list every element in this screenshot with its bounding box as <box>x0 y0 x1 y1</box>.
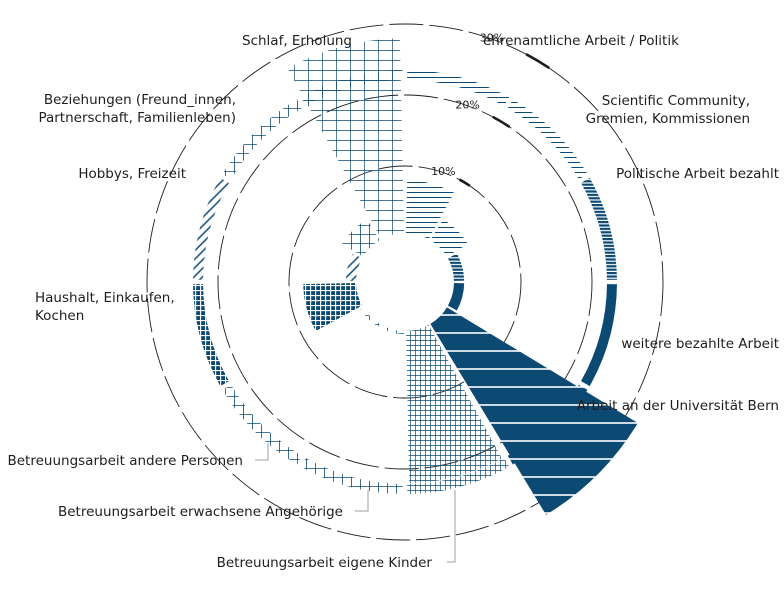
category-label-line: Partnerschaft, Familienleben) <box>38 110 236 126</box>
leader-line-2 <box>255 443 269 461</box>
category-label-line: Haushalt, Einkaufen, <box>35 290 175 306</box>
category-label-line: Betreuungsarbeit andere Personen <box>7 453 243 469</box>
outer-band-9 <box>193 177 230 280</box>
outer-ring-bands <box>193 70 617 494</box>
outer-band-0 <box>407 70 510 107</box>
outer-band-3 <box>580 284 617 387</box>
outer-band-5 <box>407 457 510 494</box>
outer-band-1 <box>507 99 588 180</box>
outer-band-4 <box>507 384 588 465</box>
category-label-line: Betreuungsarbeit erwachsene Angehörige <box>58 504 343 520</box>
wedge-8 <box>303 283 363 332</box>
ring-30 <box>146 23 664 541</box>
wedge-2 <box>447 253 465 281</box>
category-label-3: weitere bezahlte Arbeit <box>621 336 779 352</box>
outer-band-10 <box>222 99 303 180</box>
outer-band-6 <box>300 457 403 494</box>
ring-labels: 10% 20% 30% <box>431 32 504 178</box>
category-label-9: Hobbys, Freizeit <box>78 166 186 182</box>
category-label-7: Betreuungsarbeit andere Personen <box>7 453 243 469</box>
ring-tick-20 <box>492 115 511 129</box>
leader-line-1 <box>355 490 369 512</box>
leader-lines <box>255 443 456 563</box>
ring-grid <box>146 23 664 541</box>
ring-20 <box>217 94 593 470</box>
ring-label-20: 20% <box>455 98 479 111</box>
category-label-10: Beziehungen (Freund_innen, Partnerschaft,… <box>38 92 236 126</box>
category-label-line: Betreuungsarbeit eigene Kinder <box>217 555 433 571</box>
wedge-7 <box>360 307 380 327</box>
category-labels: ehrenamtliche Arbeit / Politik Scientific… <box>7 33 779 571</box>
category-label-line: weitere bezahlte Arbeit <box>621 336 779 352</box>
wedge-1 <box>430 219 468 257</box>
ring-label-10: 10% <box>431 165 455 178</box>
category-label-1: Scientific Community, Gremien, Kommission… <box>586 93 750 127</box>
outer-band-7 <box>222 384 303 465</box>
outer-band-8 <box>193 284 230 387</box>
category-label-4: Arbeit an der Universität Bern <box>577 398 779 414</box>
category-label-2: Politische Arbeit bezahlt <box>616 166 779 182</box>
category-label-line: Arbeit an der Universität Bern <box>577 398 779 414</box>
ring-label-30: 30% <box>480 32 504 45</box>
ring-tick-10 <box>458 178 471 187</box>
category-label-line: Scientific Community, <box>602 93 750 109</box>
outer-band-11 <box>300 70 403 107</box>
category-label-line: Hobbys, Freizeit <box>78 166 186 182</box>
category-label-line: ehrenamtliche Arbeit / Politik <box>483 33 679 49</box>
category-label-11: Schlaf, Erholung <box>242 33 352 49</box>
ring-10 <box>288 165 522 399</box>
wedge-9 <box>345 253 363 281</box>
category-label-line: Beziehungen (Freund_innen, <box>44 92 236 108</box>
category-label-0: ehrenamtliche Arbeit / Politik <box>483 33 679 49</box>
leader-line-0 <box>447 490 456 563</box>
wedge-0 <box>406 180 455 240</box>
category-label-line: Schlaf, Erholung <box>242 33 352 49</box>
wedge-10 <box>342 219 380 257</box>
wedge-5 <box>406 324 502 484</box>
ring-tick-30 <box>525 53 550 70</box>
category-label-6: Betreuungsarbeit erwachsene Angehörige <box>58 504 343 520</box>
wedge-4 <box>430 307 638 515</box>
category-label-5: Betreuungsarbeit eigene Kinder <box>217 555 433 571</box>
wedge-6 <box>379 324 404 335</box>
outer-band-2 <box>580 177 617 280</box>
category-label-line: Gremien, Kommissionen <box>586 111 750 127</box>
wedge-3 <box>447 283 465 311</box>
wedges <box>287 38 638 515</box>
category-label-8: Haushalt, Einkaufen, Kochen <box>35 290 175 324</box>
category-label-line: Politische Arbeit bezahlt <box>616 166 779 182</box>
wedge-11 <box>287 38 404 240</box>
category-label-line: Kochen <box>35 308 84 324</box>
